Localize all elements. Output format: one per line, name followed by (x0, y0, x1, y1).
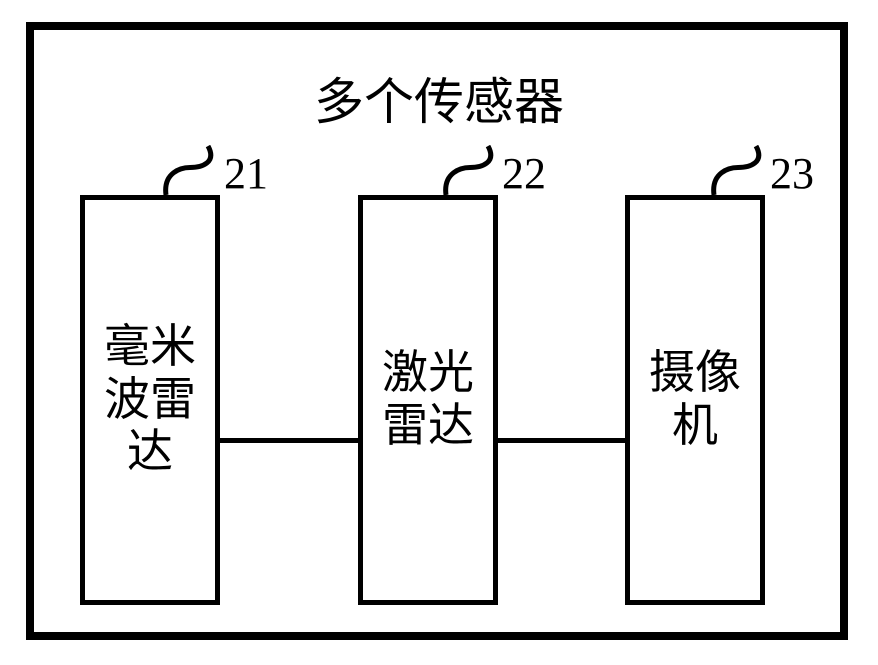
box-lidar: 激光 雷达 (358, 195, 498, 605)
hook-22 (440, 145, 500, 195)
box-mmwave-radar: 毫米 波雷 达 (80, 195, 220, 605)
ref-num-22: 22 (502, 148, 546, 199)
ref-num-23: 23 (770, 148, 814, 199)
diagram-title: 多个传感器 (0, 62, 878, 134)
hook-23 (708, 145, 768, 195)
ref-num-21: 21 (224, 148, 268, 199)
connector-2-3 (498, 438, 625, 443)
label-camera: 摄像 机 (649, 347, 741, 453)
hook-21 (160, 145, 220, 195)
label-lidar: 激光 雷达 (382, 347, 474, 453)
connector-1-2 (220, 438, 358, 443)
box-camera: 摄像 机 (625, 195, 765, 605)
label-mmwave-radar: 毫米 波雷 达 (104, 321, 196, 480)
